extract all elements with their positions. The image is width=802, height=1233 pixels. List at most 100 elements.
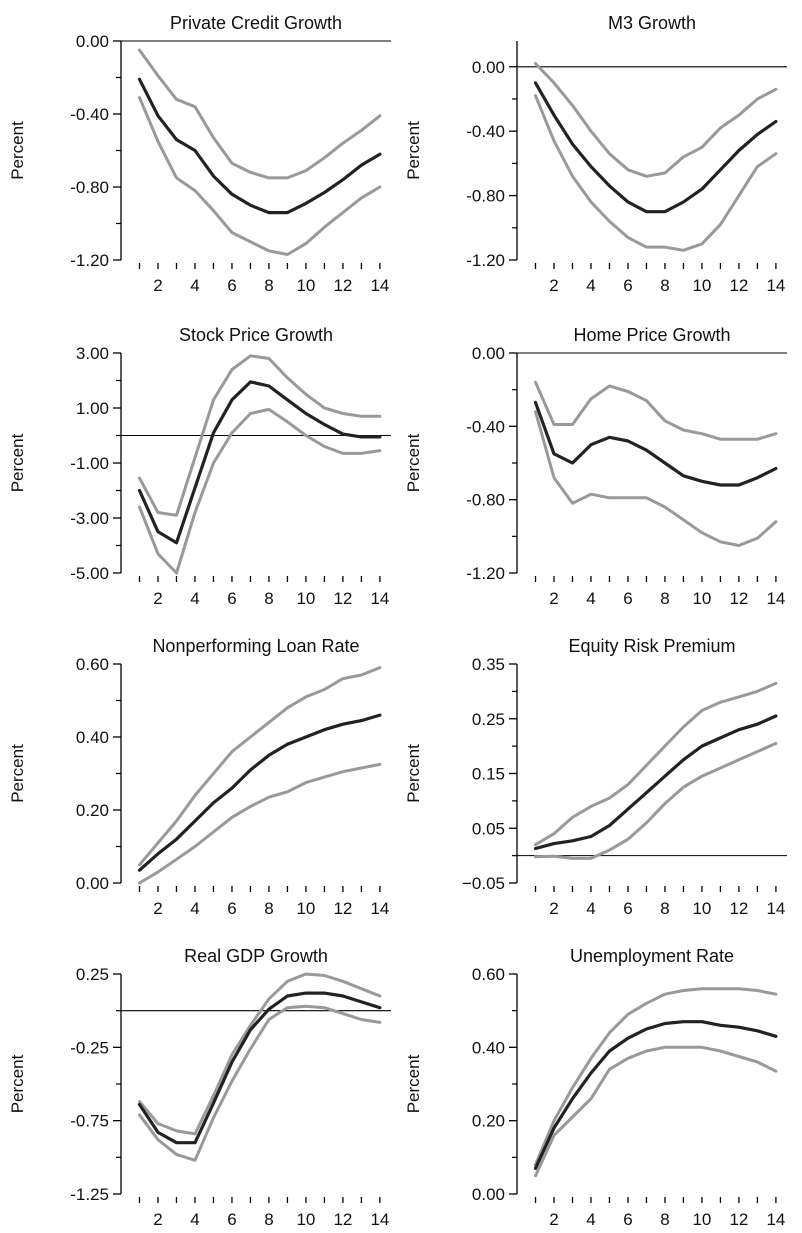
chart-5-ytick-label: 0.60 <box>76 655 109 674</box>
chart-7-ytick-label: -0.25 <box>70 1038 109 1057</box>
chart-3-xtick-label: 12 <box>333 589 352 608</box>
chart-6-ytick-label: 0.25 <box>472 710 505 729</box>
chart-2-xtick-label: 14 <box>766 276 785 295</box>
chart-7-upper-line <box>138 972 382 1136</box>
chart-4-panel: Home Price Growth Percent 0.00 -0.40 -0.80 -1… <box>404 325 787 608</box>
chart-1-ylabel: Percent <box>8 121 27 180</box>
chart-2-xtick-label: 2 <box>549 276 558 295</box>
chart-1-xtick-label: 4 <box>190 276 199 295</box>
chart-8-upper-line <box>534 987 778 1167</box>
chart-7-ytick-label: -1.25 <box>70 1185 109 1204</box>
chart-2-xtick-label: 6 <box>623 276 632 295</box>
chart-7-xtick-label: 6 <box>227 1210 236 1229</box>
chart-7-xtick-label: 10 <box>296 1210 315 1229</box>
chart-3-ytick-label: 1.00 <box>76 399 109 418</box>
chart-2-title: M3 Growth <box>608 13 696 33</box>
chart-1-panel: Private Credit Growth Percent 0.00 -0.40 -0.… <box>8 13 391 295</box>
chart-2-ytick-label: 0.00 <box>472 58 505 77</box>
chart-8-ytick-label: 0.00 <box>472 1185 505 1204</box>
chart-2-ytick-label: -0.40 <box>466 122 505 141</box>
chart-5-ylabel: Percent <box>8 744 27 803</box>
chart-6-xtick-label: 14 <box>766 899 785 918</box>
chart-1-ytick-label: 0.00 <box>76 32 109 51</box>
chart-2-xtick-label: 8 <box>660 276 669 295</box>
chart-2-ytick-label: -0.80 <box>466 187 505 206</box>
chart-3-upper-line <box>138 354 382 517</box>
chart-5-xtick-label: 14 <box>370 899 389 918</box>
chart-5-ytick-label: 0.40 <box>76 728 109 747</box>
chart-7-ytick-label: -0.75 <box>70 1112 109 1131</box>
chart-6-ytick-label: 0.05 <box>472 819 505 838</box>
chart-2-panel: M3 Growth Percent 0.00 -0.40 -0.80 -1.20 2 4 6 8 1… <box>404 13 787 295</box>
chart-4-estimate-line <box>533 400 778 487</box>
chart-1-upper-line <box>138 48 382 180</box>
chart-2-xtick-label: 12 <box>729 276 748 295</box>
chart-3-xtick-label: 14 <box>370 589 389 608</box>
chart-7-xtick-label: 12 <box>333 1210 352 1229</box>
chart-8-ylabel: Percent <box>404 1054 423 1113</box>
chart-5-upper-line <box>138 666 382 867</box>
chart-8-lower-line <box>534 1045 778 1178</box>
chart-8-xtick-label: 8 <box>660 1210 669 1229</box>
chart-6-xtick-label: 10 <box>692 899 711 918</box>
chart-1-ytick-label: -0.80 <box>70 178 109 197</box>
chart-3-ylabel: Percent <box>8 433 27 492</box>
chart-1-lower-line <box>138 96 382 256</box>
chart-6-upper-line <box>534 681 778 847</box>
chart-5-estimate-line <box>137 713 382 872</box>
chart-5-xtick-label: 12 <box>333 899 352 918</box>
chart-2-ytick-label: -1.20 <box>466 251 505 270</box>
chart-7-lower-line <box>138 1004 382 1162</box>
chart-3-xtick-label: 8 <box>264 589 273 608</box>
chart-1-xtick-label: 6 <box>227 276 236 295</box>
chart-5-xtick-label: 2 <box>153 899 162 918</box>
chart-1-xtick-label: 14 <box>370 276 389 295</box>
chart-4-ytick-label: 0.00 <box>472 344 505 363</box>
chart-6-ylabel: Percent <box>404 744 423 803</box>
chart-8-xtick-label: 12 <box>729 1210 748 1229</box>
chart-4-ytick-label: -1.20 <box>466 564 505 583</box>
chart-6-estimate-line <box>533 714 778 851</box>
chart-2-xtick-label: 4 <box>586 276 595 295</box>
chart-8-xtick-label: 14 <box>766 1210 785 1229</box>
chart-6-xtick-label: 6 <box>623 899 632 918</box>
chart-7-title: Real GDP Growth <box>184 946 328 966</box>
chart-3-estimate-line <box>137 380 382 545</box>
chart-2-xtick-label: 10 <box>692 276 711 295</box>
chart-5-title: Nonperforming Loan Rate <box>152 636 359 656</box>
chart-4-upper-line <box>534 380 778 441</box>
chart-8-panel: Unemployment Rate Percent 0.60 0.40 0.20 0.00… <box>404 946 785 1229</box>
chart-4-xtick-label: 6 <box>623 589 632 608</box>
chart-3-xtick-label: 4 <box>190 589 199 608</box>
chart-1-estimate-line <box>137 77 382 215</box>
chart-5-lower-line <box>138 762 382 885</box>
chart-7-xtick-label: 14 <box>370 1210 389 1229</box>
chart-5-ytick-label: 0.20 <box>76 801 109 820</box>
chart-7-xtick-label: 8 <box>264 1210 273 1229</box>
chart-3-lower-line <box>138 407 382 575</box>
chart-4-xtick-label: 14 <box>766 589 785 608</box>
chart-1-xtick-label: 10 <box>296 276 315 295</box>
chart-7-ylabel: Percent <box>8 1054 27 1113</box>
chart-1-xtick-label: 2 <box>153 276 162 295</box>
chart-4-ytick-label: -0.40 <box>466 417 505 436</box>
chart-2-estimate-line <box>533 81 778 214</box>
chart-8-xtick-label: 4 <box>586 1210 595 1229</box>
chart-5-ytick-label: 0.00 <box>76 874 109 893</box>
chart-8-estimate-line <box>533 1020 778 1170</box>
chart-6-ytick-label: 0.35 <box>472 655 505 674</box>
chart-4-ytick-label: -0.80 <box>466 491 505 510</box>
chart-1-ytick-label: -1.20 <box>70 251 109 270</box>
chart-1-xtick-label: 8 <box>264 276 273 295</box>
chart-3-panel: Stock Price Growth Percent 3.00 1.00 -1.00 -3… <box>8 325 391 608</box>
chart-5-xtick-label: 6 <box>227 899 236 918</box>
chart-2-upper-line <box>534 62 778 178</box>
chart-7-ytick-label: 0.25 <box>76 965 109 984</box>
chart-8-ytick-label: 0.40 <box>472 1038 505 1057</box>
chart-4-xtick-label: 4 <box>586 589 595 608</box>
chart-5-xtick-label: 10 <box>296 899 315 918</box>
chart-1-ytick-label: -0.40 <box>70 105 109 124</box>
chart-2-lower-line <box>534 94 778 252</box>
chart-6-lower-line <box>534 741 778 860</box>
